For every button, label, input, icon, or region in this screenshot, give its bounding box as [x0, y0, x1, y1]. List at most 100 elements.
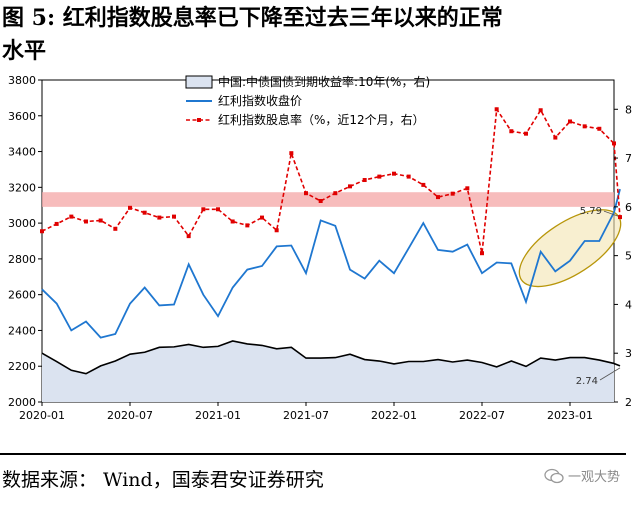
- index-price-polyline: [41, 211, 615, 339]
- dividend-yield-polyline: [41, 107, 615, 254]
- dividend-yield-point: [362, 178, 367, 183]
- dividend-yield-point: [54, 221, 59, 226]
- index-price-tail: [613, 188, 621, 213]
- dividend-yield-point: [450, 191, 455, 196]
- dividend-yield-point: [98, 218, 103, 223]
- left-axis-label: 3400: [8, 146, 36, 159]
- dividend-yield-point: [157, 215, 162, 220]
- highlight-band-rect: [42, 192, 614, 207]
- x-axis-label: 2021-01: [195, 409, 241, 422]
- left-axis-label: 2400: [8, 324, 36, 337]
- x-axis-label: 2020-07: [107, 409, 153, 422]
- annotations: 5.79 2.74: [576, 206, 621, 387]
- x-axis-label: 2023-01: [547, 409, 593, 422]
- dividend-yield-line: [40, 107, 622, 256]
- plot-frame: [41, 79, 615, 403]
- dividend-yield-last-point: [618, 215, 622, 220]
- plot-border: [41, 79, 615, 403]
- dividend-chart: 2000 2200 2400 2600 2800 3000 3200 3400 3600 3800…: [8, 74, 632, 422]
- figure-title: 图 5: 红利指数股息率已下降至过去三年以来的正常 水平: [2, 2, 638, 68]
- legend-dividend-marker: [197, 118, 201, 122]
- figure-title-line2: 水平: [2, 38, 47, 64]
- bond-yield-line: [41, 340, 615, 375]
- dividend-yield-point: [392, 171, 396, 176]
- legend-bond-label: 中国:中债国债到期收益率:10年(%，右): [218, 74, 430, 89]
- dividend-yield-point: [436, 195, 440, 200]
- dividend-yield-point: [128, 205, 132, 210]
- bond-last-label: 2.74: [576, 376, 598, 387]
- bond-last-leader: [599, 367, 621, 381]
- right-axis-label: 6: [625, 201, 632, 214]
- dividend-yield-point: [84, 219, 88, 224]
- left-axis-label: 3800: [8, 74, 36, 87]
- dividend-yield-point: [318, 198, 323, 203]
- right-axis-label: 4: [625, 298, 632, 311]
- dividend-yield-point: [553, 135, 558, 140]
- figure-title-line1: 图 5: 红利指数股息率已下降至过去三年以来的正常: [2, 5, 503, 31]
- x-axis-label: 2022-01: [371, 409, 417, 422]
- right-axis-label: 7: [625, 152, 632, 165]
- dividend-yield-point: [40, 229, 44, 234]
- right-axis-label: 2: [625, 396, 632, 409]
- right-axis-label: 3: [625, 347, 632, 360]
- left-axis-label: 2600: [8, 289, 36, 302]
- watermark: 一观大势: [544, 466, 620, 485]
- dividend-yield-point: [509, 129, 514, 134]
- dividend-yield-tail: [613, 143, 621, 218]
- dividend-yield-point: [480, 251, 484, 256]
- left-axis-label: 2200: [8, 360, 36, 373]
- dividend-yield-point: [230, 219, 235, 224]
- dividend-yield-point: [186, 234, 191, 239]
- index-price-line: [41, 188, 621, 339]
- dividend-yield-point: [538, 108, 543, 113]
- dividend-yield-point: [568, 119, 572, 124]
- right-axis-label: 8: [625, 103, 632, 116]
- dividend-yield-point: [421, 182, 426, 187]
- dividend-yield-point: [142, 210, 147, 215]
- x-axis-label: 2020-01: [19, 409, 65, 422]
- bond-yield-area: [41, 340, 621, 402]
- dividend-yield-point: [201, 207, 206, 212]
- left-axis-label: 3600: [8, 110, 36, 123]
- axes: 2000 2200 2400 2600 2800 3000 3200 3400 3600 3800…: [8, 74, 632, 422]
- legend-bond-swatch: [185, 75, 213, 89]
- left-axis-label: 3200: [8, 181, 36, 194]
- dividend-yield-point: [524, 131, 528, 136]
- left-axis-label: 2800: [8, 253, 36, 266]
- dividend-yield-point: [260, 215, 264, 220]
- dividend-yield-point: [274, 228, 279, 233]
- legend-index-label: 红利指数收盘价: [218, 93, 302, 108]
- dividend-last-leader: [603, 210, 619, 217]
- dividend-yield-point: [289, 151, 294, 156]
- bond-yield-fill: [42, 341, 614, 402]
- dividend-yield-point: [582, 124, 587, 129]
- footer-rule: [0, 453, 626, 455]
- dividend-yield-point: [494, 107, 499, 112]
- legend: 中国:中债国债到期收益率:10年(%，右) 红利指数收盘价红利指数股息率（%，近1…: [185, 74, 430, 127]
- dividend-yield-point: [406, 174, 411, 179]
- left-axis-label: 3000: [8, 217, 36, 230]
- dividend-yield-point: [348, 184, 352, 189]
- dividend-yield-point: [245, 223, 250, 228]
- x-axis-label: 2022-07: [459, 409, 505, 422]
- source-note: 数据来源： Wind，国泰君安证券研究: [2, 469, 324, 491]
- left-axis-label: 2000: [8, 396, 36, 409]
- wechat-icon: [544, 468, 564, 483]
- dividend-yield-point: [377, 174, 382, 179]
- dividend-yield-point: [333, 191, 338, 196]
- dividend-yield-point: [465, 186, 470, 191]
- dividend-yield-point: [597, 126, 602, 131]
- legend-dividend-label: 红利指数股息率（%，近12个月，右）: [218, 112, 425, 127]
- dividend-yield-point: [113, 226, 118, 231]
- dividend-yield-point: [216, 207, 220, 212]
- footer: 数据来源： Wind，国泰君安证券研究 一观大势: [0, 448, 640, 509]
- dividend-yield-point: [304, 191, 308, 196]
- dividend-yield-point: [69, 214, 74, 219]
- x-axis-label: 2021-07: [283, 409, 329, 422]
- dividend-last-label: 5.79: [580, 206, 602, 217]
- bond-yield-tail: [613, 362, 621, 367]
- watermark-text: 一观大势: [567, 470, 620, 485]
- highlight-band: [42, 192, 614, 207]
- dividend-yield-point: [172, 214, 176, 219]
- right-axis-label: 5: [625, 250, 632, 263]
